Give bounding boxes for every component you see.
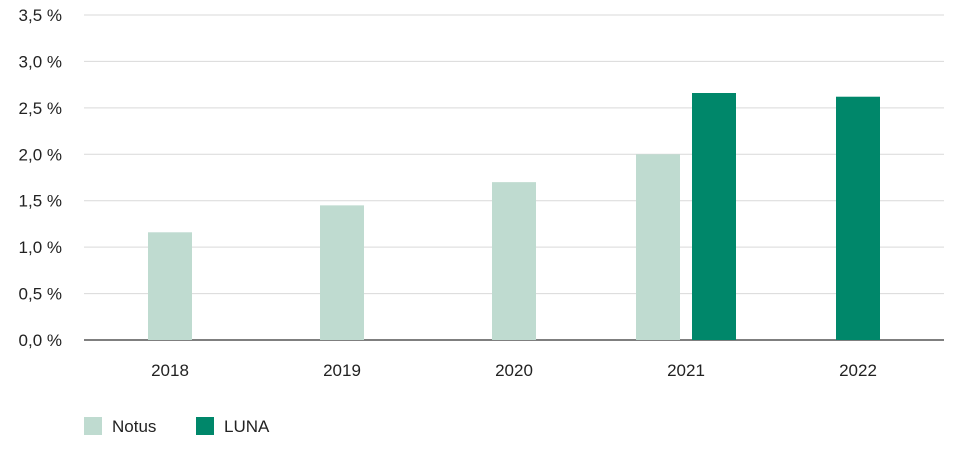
- y-tick-label: 1,5 %: [19, 192, 62, 211]
- legend-label-luna: LUNA: [224, 417, 270, 436]
- y-tick-label: 2,5 %: [19, 99, 62, 118]
- y-tick-label: 2,0 %: [19, 145, 62, 164]
- x-tick-label: 2018: [151, 361, 189, 380]
- bar-luna-2022: [836, 96, 880, 340]
- x-tick-label: 2019: [323, 361, 361, 380]
- y-tick-label: 0,5 %: [19, 285, 62, 304]
- x-tick-label: 2021: [667, 361, 705, 380]
- bars: [148, 93, 880, 340]
- legend-label-notus: Notus: [112, 417, 156, 436]
- y-axis-ticks: 0,0 % 0,5 % 1,0 % 1,5 % 2,0 % 2,5 % 3,0 % 3,5 %: [19, 6, 62, 350]
- legend-swatch-luna: [196, 417, 214, 435]
- x-axis-ticks: 2018 2019 2020 2021 2022: [151, 361, 877, 380]
- x-tick-label: 2022: [839, 361, 877, 380]
- bar-notus-2018: [148, 232, 192, 340]
- legend: Notus LUNA: [84, 417, 270, 436]
- y-tick-label: 1,0 %: [19, 238, 62, 257]
- gridlines: [84, 14, 944, 341]
- bar-notus-2021: [636, 154, 680, 340]
- y-tick-label: 3,0 %: [19, 52, 62, 71]
- bar-notus-2019: [320, 205, 364, 340]
- x-tick-label: 2020: [495, 361, 533, 380]
- y-tick-label: 0,0 %: [19, 331, 62, 350]
- y-tick-label: 3,5 %: [19, 6, 62, 25]
- legend-swatch-notus: [84, 417, 102, 435]
- bar-notus-2020: [492, 182, 536, 340]
- bar-luna-2021: [692, 93, 736, 340]
